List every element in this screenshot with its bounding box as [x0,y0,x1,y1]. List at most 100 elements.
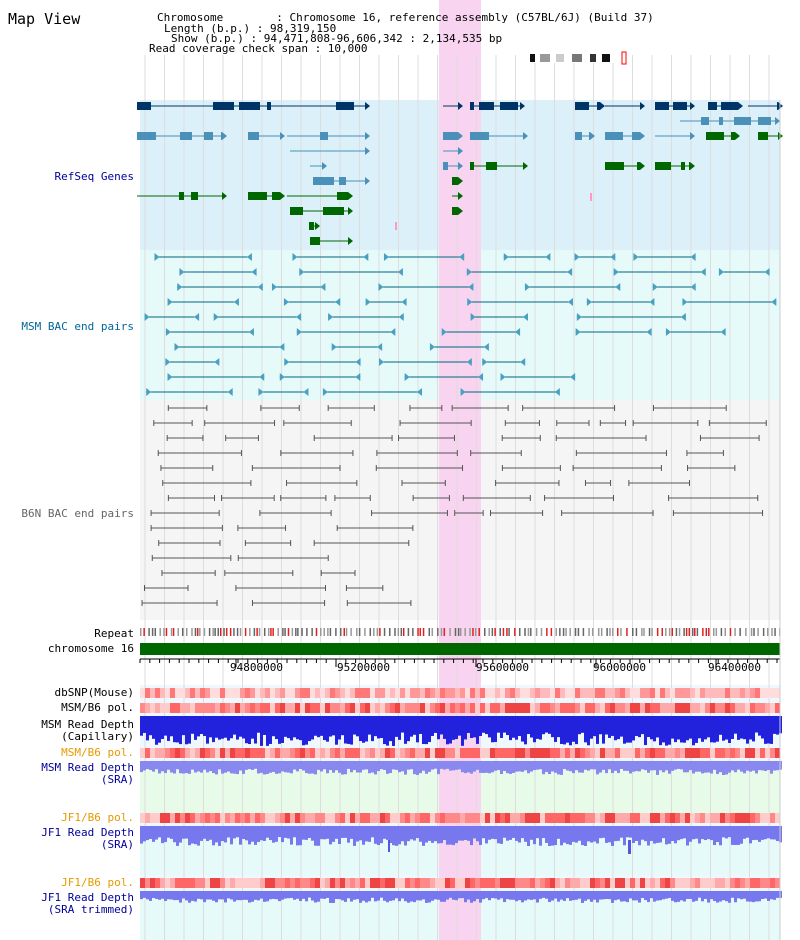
msm-pol2-heat-cell [630,748,635,758]
msm-pol-heat-cell [295,703,300,713]
gene-exon [673,102,687,110]
dbsnp-heat-cell [725,688,730,698]
jf1-trim-depth-bar [566,891,569,899]
msm-cap-depth-bar [203,716,206,737]
msm-bac-label: MSM BAC end pairs [21,320,134,333]
jf1-pol-heat-cell [565,813,570,823]
msm-sra-depth-bar [722,761,725,775]
bac-end-marker [259,373,265,381]
msm-pol-heat-cell [600,703,605,713]
gene-exon [721,102,738,110]
jf1-trim-depth-bar [212,891,215,901]
msm-sra-depth-bar [371,761,374,773]
msm-sra-depth-bar [668,761,671,774]
jf1-pol2-heat-cell [395,878,400,888]
msm-pol2-heat-cell [720,748,725,758]
repeat-mark [683,628,685,636]
gene-exon [589,132,590,140]
jf1-trim-depth-bar [728,891,731,903]
jf1-pol-heat-cell [510,813,515,823]
msm-sra-depth-bar [203,761,206,770]
jf1-trim-depth-bar [629,891,632,899]
jf1-trim-depth-bar [266,891,269,902]
jf1-depth-bar [428,826,431,841]
jf1-trim-depth-bar [542,891,545,898]
msm-pol-heat-cell [775,703,780,713]
msm-pol-heat-cell [420,703,425,713]
msm-sra-depth-bar [221,761,224,774]
msm-sra-depth-bar [248,761,251,770]
gene-exon [239,102,260,110]
msm-sra-depth-bar [317,761,320,770]
msm-sra-depth-bar [383,761,386,770]
jf1-trim-depth-bar [152,891,155,899]
bac-end-marker [545,253,551,261]
show-range-info: Show (b.p.) : 94,471,808-96,606,342 : 2,… [171,32,503,45]
msm-pol2-heat-cell [385,748,390,758]
msm-cap-depth-bar [662,716,665,743]
msm-sra-depth-bar [707,761,710,773]
jf1-depth-bar [713,826,716,846]
jf1-pol2-heat-cell [370,878,375,888]
jf1-pol-heat-cell [225,813,230,823]
msm-sra-depth-bar [776,761,779,771]
jf1-trim-depth-bar [218,891,221,900]
msm-pol2-heat-cell [690,748,695,758]
msm-pol2-heat-cell [345,748,350,758]
jf1-depth-label: JF1 Read Depth [41,826,134,839]
msm-pol2-heat-cell [225,748,230,758]
jf1-pol2-heat-cell [335,878,340,888]
msm-cap-depth-bar [242,716,245,739]
repeat-mark [320,628,322,636]
dbsnp-heat-cell [240,688,245,698]
repeat-mark [181,628,184,636]
msm-pol2-heat-cell [165,748,170,758]
msm-cap-depth-bar [605,716,608,735]
jf1-depth-bar [572,826,575,842]
dbsnp-heat-cell [470,688,475,698]
msm-sra-depth-bar [770,761,773,774]
msm-cap-depth-bar [284,716,287,737]
jf1-depth-bar [293,826,296,838]
msm-cap-depth-bar [179,716,182,745]
jf1-pol-heat-cell [345,813,350,823]
repeat-mark [750,628,753,636]
jf1-trim-depth-bar [449,891,452,898]
msm-sra-depth-bar [557,761,560,775]
jf1-depth-bar [764,826,767,840]
bac-end-marker [554,388,560,396]
bac-end-marker [397,268,403,276]
gene-strand-arrow [365,177,370,185]
msm-pol-heat-cell [715,703,720,713]
repeat-mark [565,628,567,636]
jf1-depth-bar [515,826,518,841]
msm-cap-depth-bar [362,716,365,743]
jf1-trim-depth-bar [257,891,260,901]
jf1-trim-depth-bar [395,891,398,899]
jf1-trim-depth-bar [275,891,278,900]
repeat-mark [431,628,434,636]
repeat-mark [685,628,688,636]
msm-cap-depth-bar [188,716,191,744]
bac-end-marker [283,298,289,306]
msm-cap-depth-bar [377,716,380,739]
jf1-pol-heat-cell [535,813,540,823]
msm-pol2-heat-cell [570,748,575,758]
msm-cap-depth-bar [623,716,626,744]
jf1-depth-bar [497,826,500,844]
jf1-trim-depth-bar [476,891,479,899]
jf1-pol2-heat-cell [610,878,615,888]
repeat-mark [440,628,443,636]
msm-cap-depth-bar [143,716,146,733]
msm-cap-depth-bar [599,716,602,735]
jf1-depth-bar [365,826,368,842]
dbsnp-heat-cell [335,688,340,698]
jf1-depth-bar [284,826,287,838]
msm-cap-depth-bar [185,716,188,745]
gene-exon [137,102,151,110]
jf1-depth-bar [677,826,680,841]
jf1-trim-depth-bar [164,891,167,901]
msm-cap-depth-bar [464,716,467,740]
msm-pol2-heat-cell [710,748,715,758]
